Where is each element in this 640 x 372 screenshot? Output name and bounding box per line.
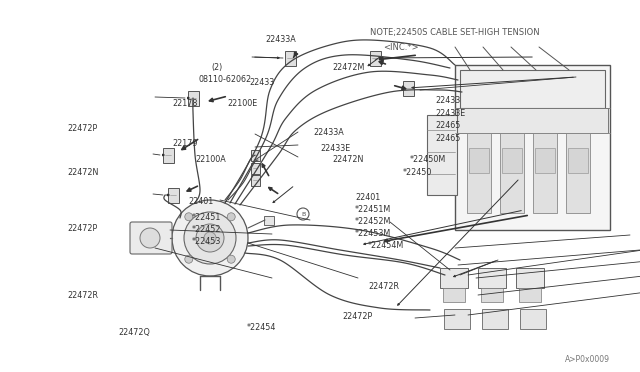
Text: <INC.*>: <INC.*>: [383, 42, 419, 51]
Text: 22433: 22433: [435, 96, 460, 105]
Text: *22451M: *22451M: [355, 205, 392, 214]
Text: 22472R: 22472R: [368, 282, 399, 291]
Text: A>P0x0009: A>P0x0009: [565, 356, 610, 365]
Text: (2): (2): [211, 63, 223, 72]
Text: 22472Q: 22472Q: [118, 328, 150, 337]
Text: *22453M: *22453M: [355, 229, 392, 238]
Text: 22100A: 22100A: [195, 155, 226, 164]
Circle shape: [172, 200, 248, 276]
Text: 22100E: 22100E: [227, 99, 257, 108]
Text: *22454: *22454: [246, 323, 276, 332]
FancyBboxPatch shape: [455, 65, 610, 230]
FancyBboxPatch shape: [250, 150, 259, 160]
Text: 22472P: 22472P: [67, 224, 97, 233]
FancyBboxPatch shape: [457, 108, 608, 133]
Text: *22453: *22453: [192, 237, 221, 246]
Text: 22433E: 22433E: [435, 109, 465, 118]
Circle shape: [227, 213, 236, 221]
FancyBboxPatch shape: [168, 187, 179, 202]
FancyBboxPatch shape: [460, 70, 605, 108]
FancyBboxPatch shape: [566, 133, 590, 213]
Circle shape: [196, 224, 224, 252]
Text: *22452: *22452: [192, 225, 221, 234]
FancyBboxPatch shape: [481, 288, 503, 302]
Text: 22178: 22178: [173, 99, 198, 108]
Text: 22465: 22465: [435, 134, 461, 143]
Circle shape: [185, 255, 193, 263]
FancyBboxPatch shape: [264, 216, 274, 225]
FancyBboxPatch shape: [502, 148, 522, 173]
Text: 22465: 22465: [435, 121, 461, 130]
Text: *22450: *22450: [403, 169, 433, 177]
FancyBboxPatch shape: [516, 268, 544, 288]
Circle shape: [185, 213, 193, 221]
Text: 22472M: 22472M: [333, 63, 365, 72]
FancyBboxPatch shape: [535, 148, 555, 173]
Text: 22472N: 22472N: [67, 169, 99, 177]
Text: NOTE;22450S CABLE SET-HIGH TENSION: NOTE;22450S CABLE SET-HIGH TENSION: [370, 28, 540, 36]
Text: 22472P: 22472P: [67, 124, 97, 133]
Text: *22450M: *22450M: [410, 155, 446, 164]
Circle shape: [204, 232, 216, 244]
FancyBboxPatch shape: [500, 133, 524, 213]
FancyBboxPatch shape: [467, 133, 491, 213]
Text: 22179: 22179: [173, 139, 198, 148]
FancyBboxPatch shape: [285, 51, 296, 65]
Text: 22433A: 22433A: [266, 35, 296, 44]
FancyBboxPatch shape: [369, 51, 381, 65]
Text: *22451: *22451: [192, 214, 221, 222]
FancyBboxPatch shape: [443, 288, 465, 302]
Text: 22472P: 22472P: [342, 312, 372, 321]
Text: 22433: 22433: [250, 78, 275, 87]
FancyBboxPatch shape: [188, 90, 198, 106]
Text: B: B: [301, 212, 305, 217]
FancyBboxPatch shape: [403, 80, 413, 96]
Text: 22433E: 22433E: [320, 144, 350, 153]
FancyBboxPatch shape: [568, 148, 588, 173]
Text: 08110-62062: 08110-62062: [198, 76, 252, 84]
Circle shape: [184, 212, 236, 264]
FancyBboxPatch shape: [469, 148, 489, 173]
FancyBboxPatch shape: [482, 309, 508, 329]
Text: *22452M: *22452M: [355, 217, 392, 226]
FancyBboxPatch shape: [533, 133, 557, 213]
Text: *22454M: *22454M: [368, 241, 404, 250]
FancyBboxPatch shape: [519, 288, 541, 302]
Text: 22433A: 22433A: [314, 128, 344, 137]
FancyBboxPatch shape: [478, 268, 506, 288]
FancyBboxPatch shape: [427, 115, 457, 195]
FancyBboxPatch shape: [520, 309, 546, 329]
Circle shape: [140, 228, 160, 248]
Text: 22401: 22401: [189, 197, 214, 206]
Text: 22401: 22401: [355, 193, 380, 202]
Circle shape: [227, 255, 236, 263]
FancyBboxPatch shape: [250, 163, 259, 173]
Text: 22472R: 22472R: [67, 291, 98, 300]
FancyBboxPatch shape: [130, 222, 172, 254]
FancyBboxPatch shape: [440, 268, 468, 288]
FancyBboxPatch shape: [250, 174, 259, 186]
Text: 22472N: 22472N: [333, 155, 364, 164]
FancyBboxPatch shape: [163, 148, 173, 163]
FancyBboxPatch shape: [444, 309, 470, 329]
